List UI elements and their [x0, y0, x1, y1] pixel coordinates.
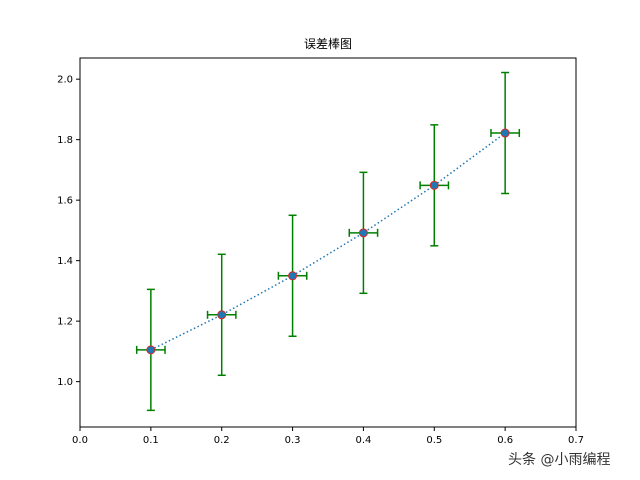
y-tick-label: 2.0 [57, 75, 73, 86]
plot-area [135, 71, 521, 412]
y-tick-label: 1.2 [57, 317, 73, 328]
data-point-marker [146, 345, 156, 355]
x-tick-label: 0.7 [568, 435, 584, 446]
error-bar-point [206, 253, 237, 377]
watermark: 头条 @小雨编程 [508, 452, 611, 468]
error-bar-point [135, 288, 166, 412]
plot-frame [79, 57, 577, 428]
data-point-marker [358, 228, 368, 238]
y-tick-label: 1.0 [57, 377, 73, 388]
error-bar-point [419, 124, 450, 247]
error-bar-point [277, 214, 308, 338]
error-bar-point [348, 171, 379, 295]
y-tick-label: 1.4 [57, 256, 73, 267]
series-line [150, 132, 506, 351]
y-tick-label: 1.8 [57, 135, 73, 146]
x-tick-label: 0.0 [72, 435, 88, 446]
data-point-marker [500, 128, 510, 138]
x-tick-label: 0.6 [497, 435, 513, 446]
y-tick-label: 1.6 [57, 196, 73, 207]
data-point-marker [217, 310, 227, 320]
data-point-marker [288, 271, 298, 281]
error-bar-point [490, 71, 521, 195]
x-tick-label: 0.5 [426, 435, 442, 446]
x-tick-label: 0.2 [214, 435, 230, 446]
axes: 0.0 0.1 0.2 0.3 0.4 0.5 0.6 0.7 1.0 1.2 1.4 1.6 1.8 2… [57, 75, 584, 446]
x-tick-label: 0.1 [143, 435, 159, 446]
data-point-marker [429, 180, 439, 190]
chart-title: 误差棒图 [304, 37, 352, 51]
x-tick-label: 0.4 [355, 435, 371, 446]
x-tick-label: 0.3 [285, 435, 301, 446]
